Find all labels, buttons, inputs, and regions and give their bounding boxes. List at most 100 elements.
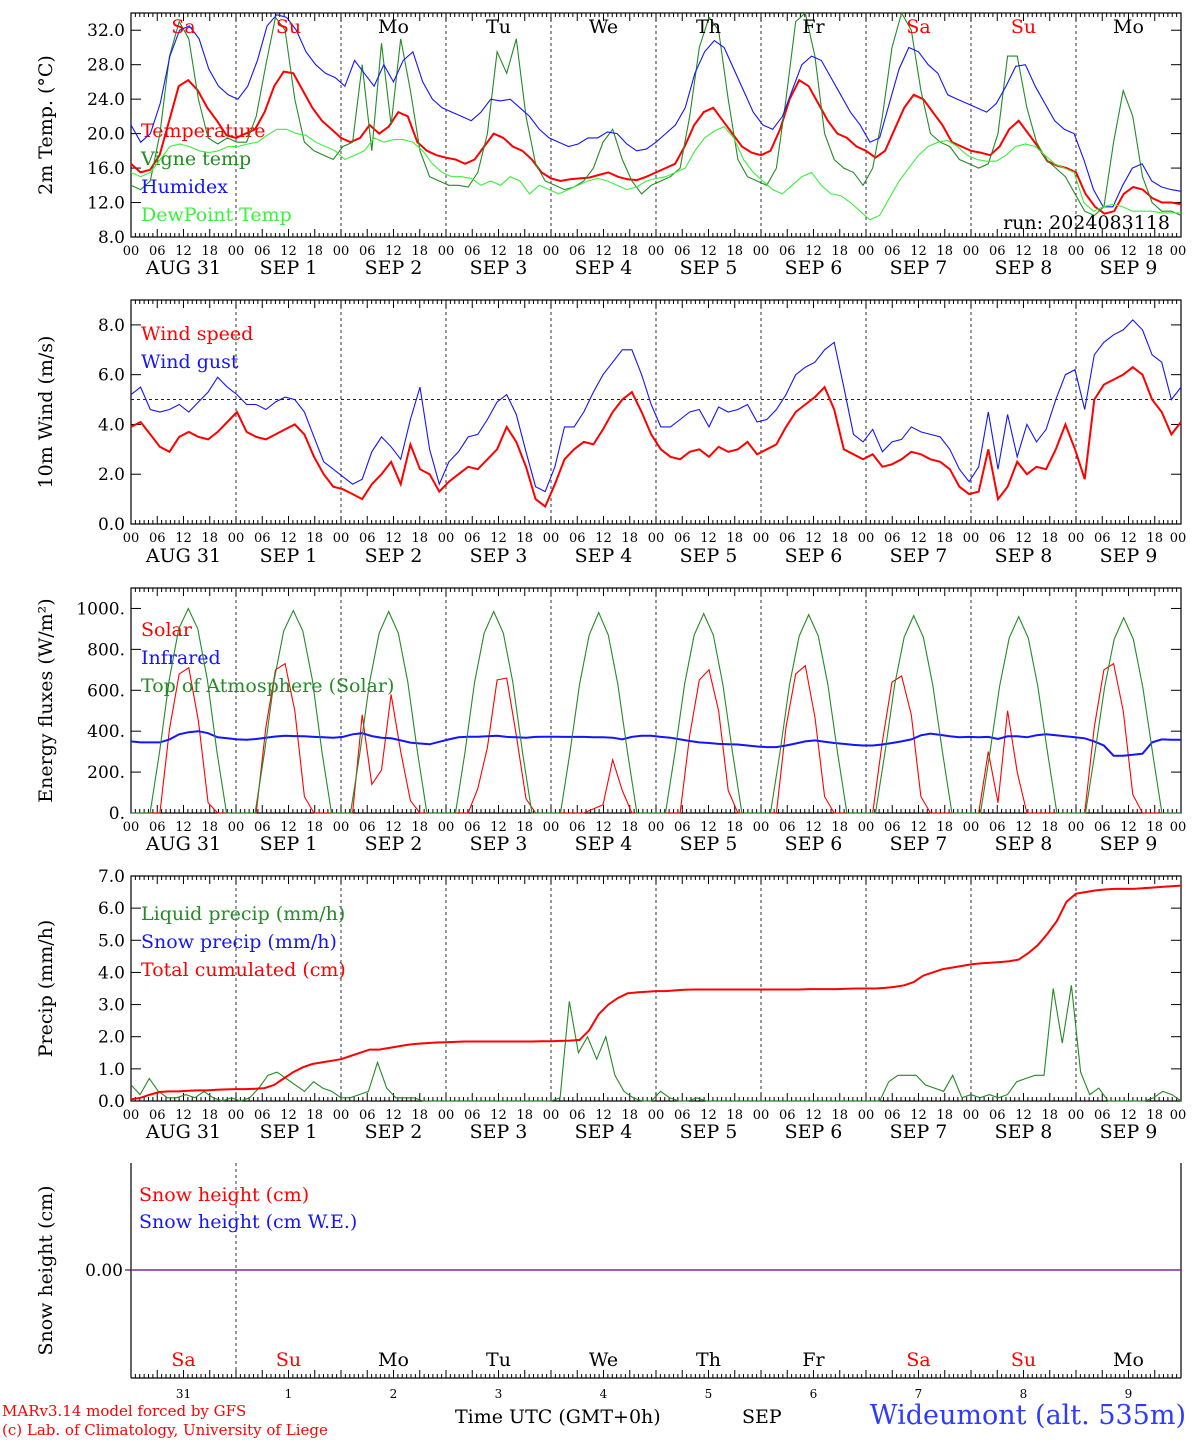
- hour-label: 06: [779, 820, 796, 835]
- hour-label: 18: [726, 531, 743, 546]
- y-axis-label: Snow height (cm): [35, 1185, 57, 1355]
- hour-label: 18: [831, 531, 848, 546]
- weekday-label: Mo: [1113, 1349, 1144, 1371]
- hour-label: 18: [726, 1108, 743, 1123]
- hour-label: 12: [910, 531, 927, 546]
- y-tick-label: 800.: [87, 640, 125, 660]
- hour-label: 06: [779, 244, 796, 259]
- hour-label: 06: [779, 531, 796, 546]
- y-tick-label: 2.0: [98, 1028, 125, 1048]
- weekday-label: We: [589, 1349, 618, 1371]
- hour-label: 12: [595, 244, 612, 259]
- hour-label: 06: [989, 531, 1006, 546]
- hour-label: 12: [280, 531, 297, 546]
- legend-entry: Snow precip (mm/h): [141, 931, 337, 953]
- hour-label: 00: [543, 820, 560, 835]
- hour-label: 06: [254, 820, 271, 835]
- hour-label: 12: [700, 244, 717, 259]
- date-label: SEP 7: [890, 1121, 948, 1143]
- hour-label: 00: [333, 820, 350, 835]
- hour-label: 12: [385, 820, 402, 835]
- date-label: SEP 4: [575, 1121, 633, 1143]
- date-label: SEP 2: [365, 257, 423, 279]
- hour-label: 12: [280, 820, 297, 835]
- hour-label: 06: [149, 820, 166, 835]
- date-label: SEP 7: [890, 833, 948, 855]
- hour-label: 12: [805, 244, 822, 259]
- date-label: SEP 3: [470, 545, 528, 567]
- day-number: 9: [1125, 1387, 1133, 1401]
- date-label: SEP 2: [365, 833, 423, 855]
- hour-label: 18: [1041, 820, 1058, 835]
- hour-label: 12: [595, 820, 612, 835]
- series-line: [130, 126, 1181, 221]
- legend-entry: DewPoint Temp: [141, 204, 292, 226]
- date-label: SEP 6: [785, 833, 843, 855]
- hour-label: 18: [621, 531, 638, 546]
- hour-label: 18: [516, 1108, 533, 1123]
- hour-label: 00: [228, 244, 245, 259]
- hour-label: 12: [490, 820, 507, 835]
- date-label: SEP 1: [260, 257, 318, 279]
- hour-label: 00: [1170, 244, 1187, 259]
- y-axis-label: 2m Temp. (°C): [35, 55, 57, 195]
- hour-label: 06: [779, 1108, 796, 1123]
- y-tick-label: 0.00: [85, 1261, 123, 1281]
- hour-label: 18: [306, 531, 323, 546]
- hour-label: 18: [201, 1108, 218, 1123]
- hour-label: 18: [1146, 531, 1163, 546]
- weekday-label: Sa: [171, 1349, 195, 1371]
- hour-label: 12: [490, 244, 507, 259]
- hour-label: 12: [700, 820, 717, 835]
- hour-label: 00: [333, 244, 350, 259]
- hour-label: 12: [175, 820, 192, 835]
- hour-label: 00: [648, 820, 665, 835]
- hour-label: 06: [884, 1108, 901, 1123]
- y-axis-label: 10m Wind (m/s): [35, 336, 57, 489]
- hour-label: 00: [1170, 820, 1187, 835]
- y-tick-label: 600.: [87, 681, 125, 701]
- legend-entry: Humidex: [141, 176, 228, 198]
- hour-label: 00: [333, 1108, 350, 1123]
- hour-label: 12: [805, 820, 822, 835]
- date-label: SEP 5: [680, 1121, 738, 1143]
- date-label: SEP 1: [260, 1121, 318, 1143]
- hour-label: 18: [411, 820, 428, 835]
- weekday-label: Tu: [486, 16, 511, 38]
- series-line: [130, 985, 1182, 1102]
- weekday-label: Sa: [906, 16, 930, 38]
- date-label: AUG 31: [145, 257, 221, 279]
- hour-label: 00: [1170, 531, 1187, 546]
- hour-label: 06: [149, 531, 166, 546]
- date-label: SEP 1: [260, 545, 318, 567]
- hour-label: 00: [1170, 1108, 1187, 1123]
- legend-entry: Liquid precip (mm/h): [141, 903, 345, 925]
- hour-label: 18: [726, 244, 743, 259]
- hour-label: 18: [306, 244, 323, 259]
- hour-label: 18: [936, 531, 953, 546]
- hour-label: 12: [385, 531, 402, 546]
- hour-label: 00: [543, 244, 560, 259]
- weekday-label: Mo: [1113, 16, 1144, 38]
- weekday-label: Sa: [906, 1349, 930, 1371]
- y-tick-label: 20.0: [87, 125, 125, 145]
- date-label: SEP 4: [575, 833, 633, 855]
- date-label: SEP 6: [785, 257, 843, 279]
- hour-label: 00: [333, 531, 350, 546]
- station-name: Wideumont (alt. 535m): [869, 1400, 1186, 1431]
- weekday-label: Su: [276, 16, 301, 38]
- hour-label: 12: [490, 1108, 507, 1123]
- series-line: [130, 730, 1181, 757]
- date-label: SEP 2: [365, 545, 423, 567]
- series-line: [130, 14, 1182, 208]
- hour-label: 00: [963, 820, 980, 835]
- y-tick-label: 2.0: [98, 465, 125, 485]
- legend-entry: Vigne temp: [140, 148, 251, 170]
- hour-label: 12: [700, 1108, 717, 1123]
- hour-label: 06: [569, 820, 586, 835]
- hour-label: 00: [648, 1108, 665, 1123]
- hour-label: 06: [1094, 1108, 1111, 1123]
- hour-label: 18: [621, 1108, 638, 1123]
- hour-label: 12: [1120, 1108, 1137, 1123]
- y-tick-label: 12.0: [87, 194, 125, 214]
